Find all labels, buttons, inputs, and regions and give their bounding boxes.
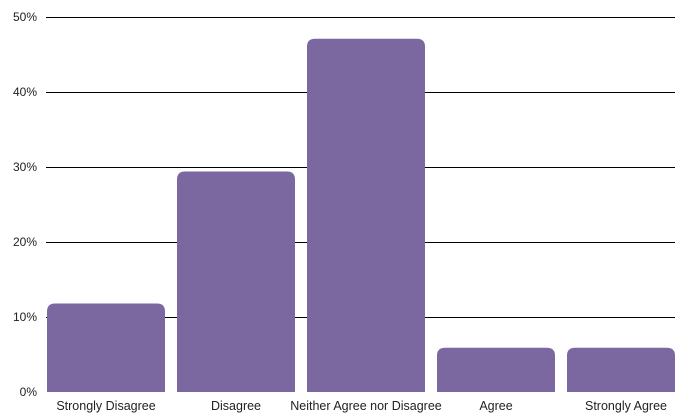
y-tick-label: 40% <box>13 85 37 99</box>
y-axis-tick-labels: 0% 10% 20% 30% 40% 50% <box>13 10 37 399</box>
bar-3 <box>437 347 555 392</box>
y-tick-label: 10% <box>13 310 37 324</box>
y-tick-label: 30% <box>13 160 37 174</box>
bar-2 <box>307 38 425 392</box>
x-category-label: Disagree <box>211 399 261 413</box>
bar-0 <box>47 303 165 392</box>
bar-1 <box>177 171 295 392</box>
bars <box>47 38 675 392</box>
x-category-label: Strongly Disagree <box>56 399 155 413</box>
x-category-label: Strongly Agree <box>585 399 667 413</box>
y-tick-label: 0% <box>20 385 38 399</box>
x-category-label: Neither Agree nor Disagree <box>290 399 442 413</box>
y-tick-label: 20% <box>13 235 37 249</box>
x-axis-category-labels: Strongly Disagree Disagree Neither Agree n… <box>56 399 667 413</box>
x-category-label: Agree <box>479 399 512 413</box>
bar-4 <box>567 347 675 392</box>
y-tick-label: 50% <box>13 10 37 24</box>
